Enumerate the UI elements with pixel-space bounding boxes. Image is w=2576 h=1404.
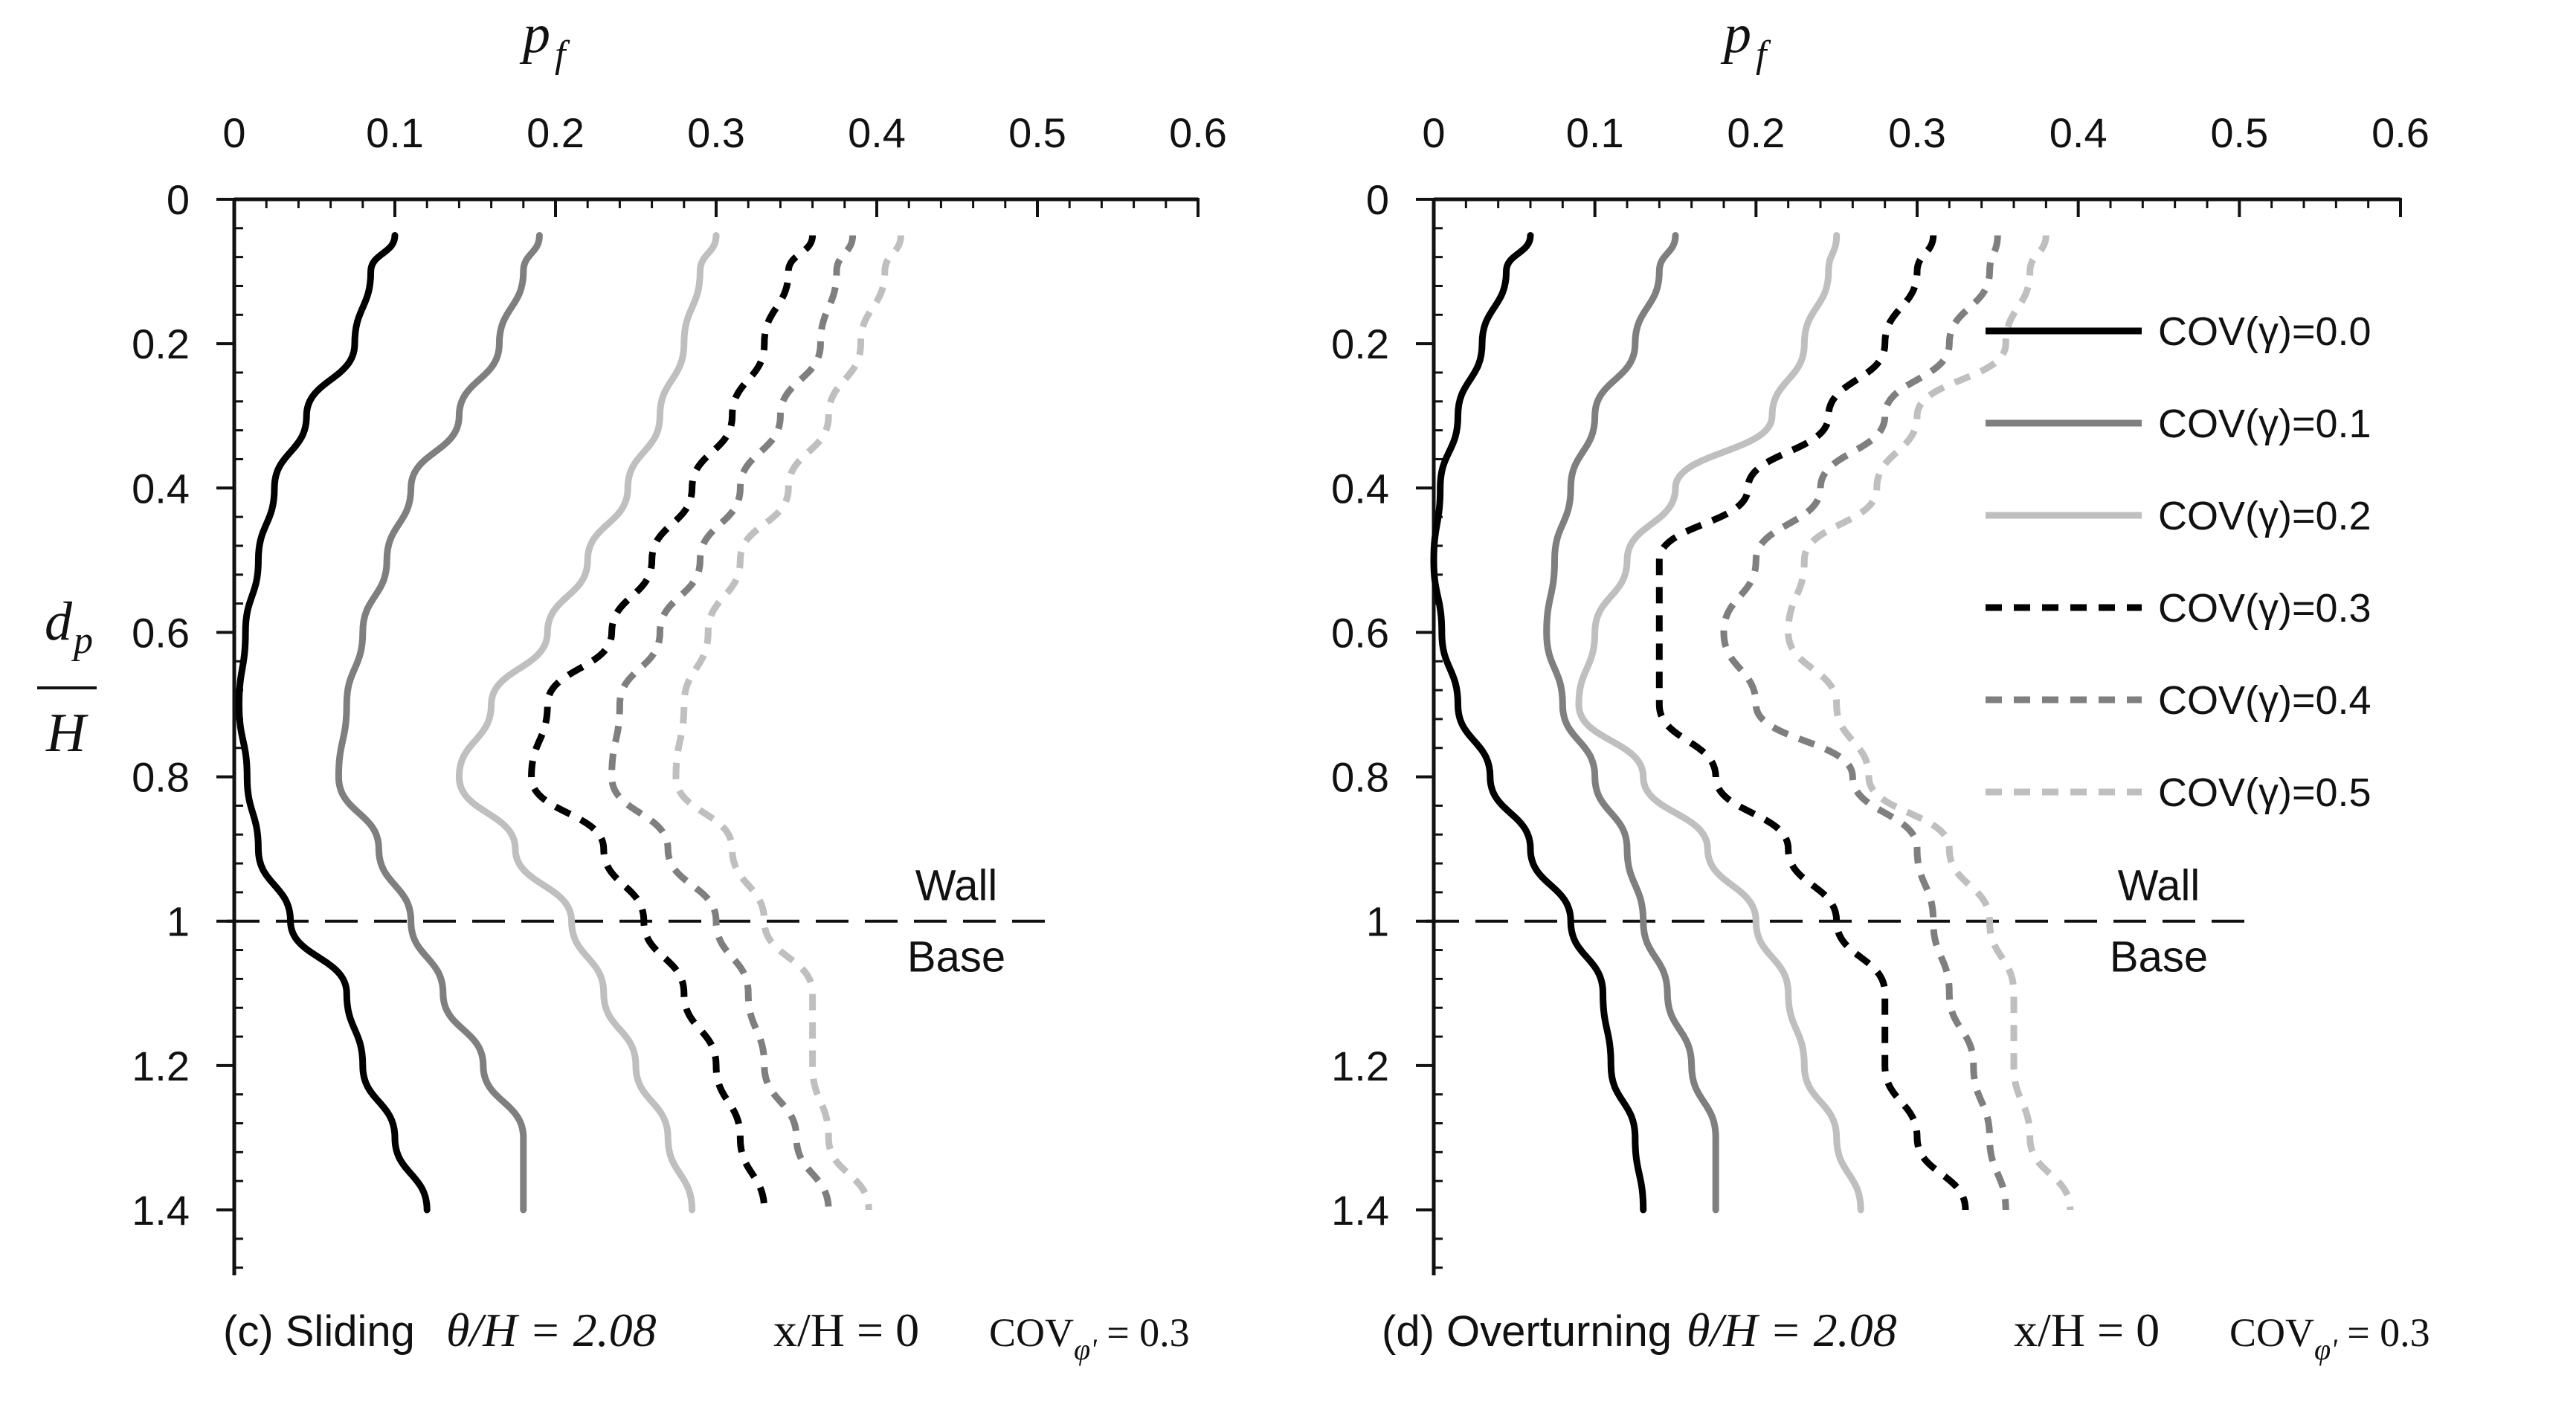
- panel-sliding: 0 0.1 0.2 0.3 0.4 0.5 0.6 0 0.2 0.4 0.6 0.8 1 1.2 1.4 p…: [37, 4, 1227, 1366]
- y-tick-label: 1.4: [1331, 1187, 1389, 1234]
- series-line-1: [1543, 232, 1719, 1214]
- legend-label-2: COV(γ)=0.2: [2158, 494, 2371, 538]
- y-tick-label: 0.8: [132, 754, 190, 801]
- x-tick-label: 0.2: [1727, 109, 1785, 156]
- x-tick-label: 0.3: [687, 109, 745, 156]
- caption-label: (d) Overturning: [1382, 1307, 1672, 1356]
- base-label: Base: [2110, 933, 2208, 982]
- series-line-5: [1785, 235, 2074, 1211]
- series-line-2: [455, 232, 720, 1214]
- caption-param-theta: θ/H = 2.08: [1687, 1304, 1897, 1356]
- y-tick-label: 0.2: [1331, 321, 1389, 367]
- series-line-1: [335, 232, 543, 1214]
- y-tick-label: 1.4: [132, 1187, 190, 1234]
- legend-label-4: COV(γ)=0.4: [2158, 678, 2371, 723]
- x-tick-label: 0.4: [2049, 109, 2108, 156]
- caption-cov-value: = 0.3: [1097, 1310, 1190, 1355]
- legend-label-3: COV(γ)=0.3: [2158, 586, 2371, 631]
- x-tick-label: 0.6: [1169, 109, 1227, 156]
- caption-cov-sub: φ': [1074, 1333, 1098, 1366]
- x-tick-label: 0: [1422, 109, 1445, 156]
- base-label: Base: [907, 933, 1005, 982]
- x-axis-title-sub: f: [1756, 33, 1771, 76]
- panel-overturning: 0 0.1 0.2 0.3 0.4 0.5 0.6 0 0.2 0.4 0.6 0.8 1 1.2 1.4 p…: [1331, 4, 2430, 1366]
- legend-label-5: COV(γ)=0.5: [2158, 770, 2371, 815]
- x-tick-label: 0.6: [2371, 109, 2430, 156]
- y-tick-label: 0.6: [1331, 609, 1389, 656]
- y-tick-label: 0: [167, 176, 190, 223]
- y-tick-label: 0: [1366, 176, 1389, 223]
- caption-cov: COVφ' = 0.3: [989, 1310, 1190, 1366]
- caption-param-x: x/H = 0: [2014, 1304, 2160, 1356]
- y-tick-label: 0.4: [1331, 465, 1389, 512]
- caption-param-x: x/H = 0: [773, 1304, 919, 1356]
- y-tick-label: 1.2: [1331, 1043, 1389, 1089]
- legend-label-0: COV(γ)=0.0: [2158, 309, 2371, 354]
- y-tick-label: 1.2: [132, 1043, 190, 1089]
- caption-cov-sub: φ': [2314, 1333, 2338, 1366]
- wall-label: Wall: [2118, 862, 2200, 910]
- x-tick-label: 0.1: [1566, 109, 1624, 156]
- x-tick-label: 0.2: [527, 109, 585, 156]
- series-line-0: [1430, 232, 1647, 1214]
- legend-label-1: COV(γ)=0.1: [2158, 402, 2371, 446]
- x-tick-label: 0: [222, 109, 245, 156]
- x-tick-label: 0.5: [2210, 109, 2268, 156]
- series-line-4: [608, 235, 857, 1211]
- x-tick-label: 0.4: [848, 109, 906, 156]
- series-line-3: [528, 234, 817, 1211]
- series-line-5: [672, 235, 904, 1211]
- series-line-2: [1575, 232, 1864, 1214]
- wall-label: Wall: [915, 862, 998, 910]
- caption-label: (c) Sliding: [223, 1307, 415, 1356]
- y-axis-title-numerator-sub: p: [71, 619, 93, 662]
- caption-cov: COVφ' = 0.3: [2229, 1310, 2430, 1366]
- y-tick-label: 1: [1366, 898, 1389, 945]
- series-line-3: [1655, 235, 1969, 1211]
- x-axis-title-sub: f: [555, 33, 570, 76]
- x-tick-label: 0.1: [366, 109, 424, 156]
- y-tick-label: 0.4: [132, 465, 190, 512]
- y-tick-label: 1: [167, 898, 190, 945]
- y-tick-label: 0.2: [132, 321, 190, 367]
- legend: COV(γ)=0.0 COV(γ)=0.1 COV(γ)=0.2 COV(γ)=0.3…: [1986, 309, 2371, 815]
- series-line-0: [236, 232, 431, 1214]
- x-tick-label: 0.3: [1888, 109, 1946, 156]
- x-tick-label: 0.5: [1008, 109, 1066, 156]
- caption-param-theta: θ/H = 2.08: [446, 1304, 657, 1356]
- y-tick-label: 0.8: [1331, 754, 1389, 801]
- y-tick-label: 0.6: [132, 609, 190, 656]
- y-axis-title-denominator: H: [45, 703, 88, 764]
- caption-cov-value: = 0.3: [2337, 1310, 2430, 1355]
- y-axis-title-numerator: dp: [45, 591, 93, 662]
- series-line-4: [1720, 235, 2009, 1211]
